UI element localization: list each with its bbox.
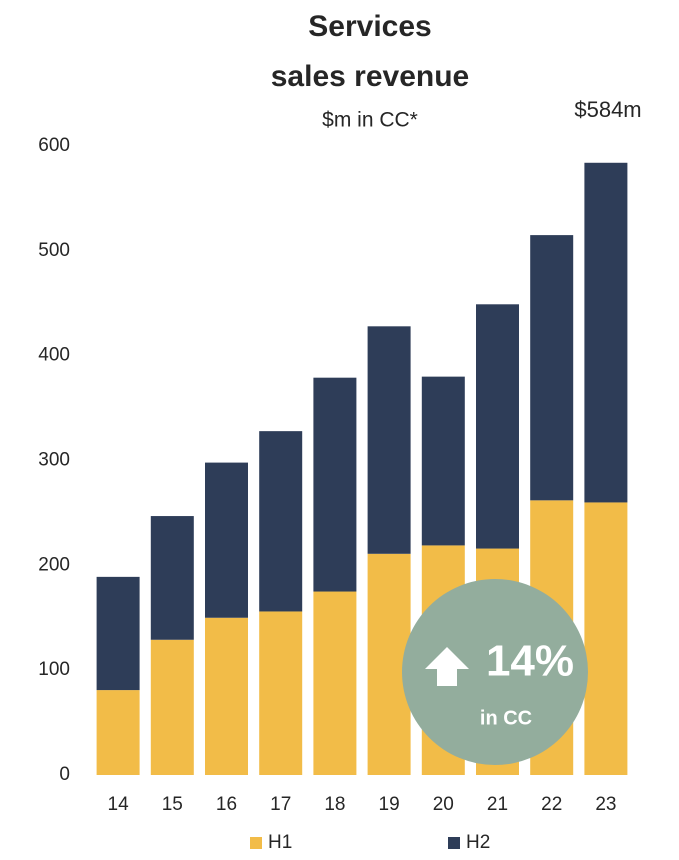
y-tick-label: 0 — [59, 764, 70, 785]
bar-segment — [259, 431, 303, 612]
y-tick-label: 400 — [38, 345, 70, 366]
growth-note: in CC — [480, 707, 532, 729]
x-tick-label: 17 — [270, 794, 291, 815]
y-tick-label: 100 — [38, 659, 70, 680]
bar-segment — [313, 591, 357, 775]
x-tick-label: 15 — [162, 794, 183, 815]
legend-label: H2 — [466, 832, 490, 853]
bar-segment — [205, 462, 248, 618]
bar-segment — [313, 377, 357, 592]
growth-label: 14% — [486, 637, 574, 686]
up-arrow — [425, 647, 469, 686]
x-tick-label: 21 — [487, 794, 508, 815]
bar-segment — [259, 611, 303, 775]
x-tick-label: 23 — [595, 794, 616, 815]
bar-segment — [205, 617, 248, 775]
legend-swatch — [250, 837, 262, 849]
bar-segment — [96, 690, 140, 775]
bar-segment — [150, 639, 194, 775]
y-tick-label: 500 — [38, 240, 70, 261]
bar-segment — [476, 304, 519, 549]
legend-label: H1 — [268, 832, 292, 853]
x-tick-label: 20 — [433, 794, 454, 815]
chart-title: Services — [308, 10, 431, 43]
x-tick-label: 18 — [324, 794, 345, 815]
x-tick-label: 19 — [379, 794, 400, 815]
y-tick-label: 600 — [38, 135, 70, 156]
bar-segment — [421, 376, 465, 546]
y-tick-label: 200 — [38, 554, 70, 575]
x-tick-label: 16 — [216, 794, 237, 815]
bar-segment — [584, 502, 628, 775]
badge — [402, 579, 588, 765]
total-label: $584m — [574, 97, 641, 122]
legend-swatch — [448, 837, 460, 849]
chart-subtitle: $m in CC* — [322, 109, 418, 132]
bar-segment — [530, 235, 574, 501]
chart-title: sales revenue — [271, 60, 469, 93]
bar-segment — [150, 516, 194, 640]
y-tick-label: 300 — [38, 450, 70, 471]
x-tick-label: 14 — [108, 794, 130, 815]
x-tick-label: 22 — [541, 794, 562, 815]
bar-segment — [584, 162, 628, 503]
bar-segment — [96, 576, 140, 691]
bar-segment — [367, 326, 411, 554]
